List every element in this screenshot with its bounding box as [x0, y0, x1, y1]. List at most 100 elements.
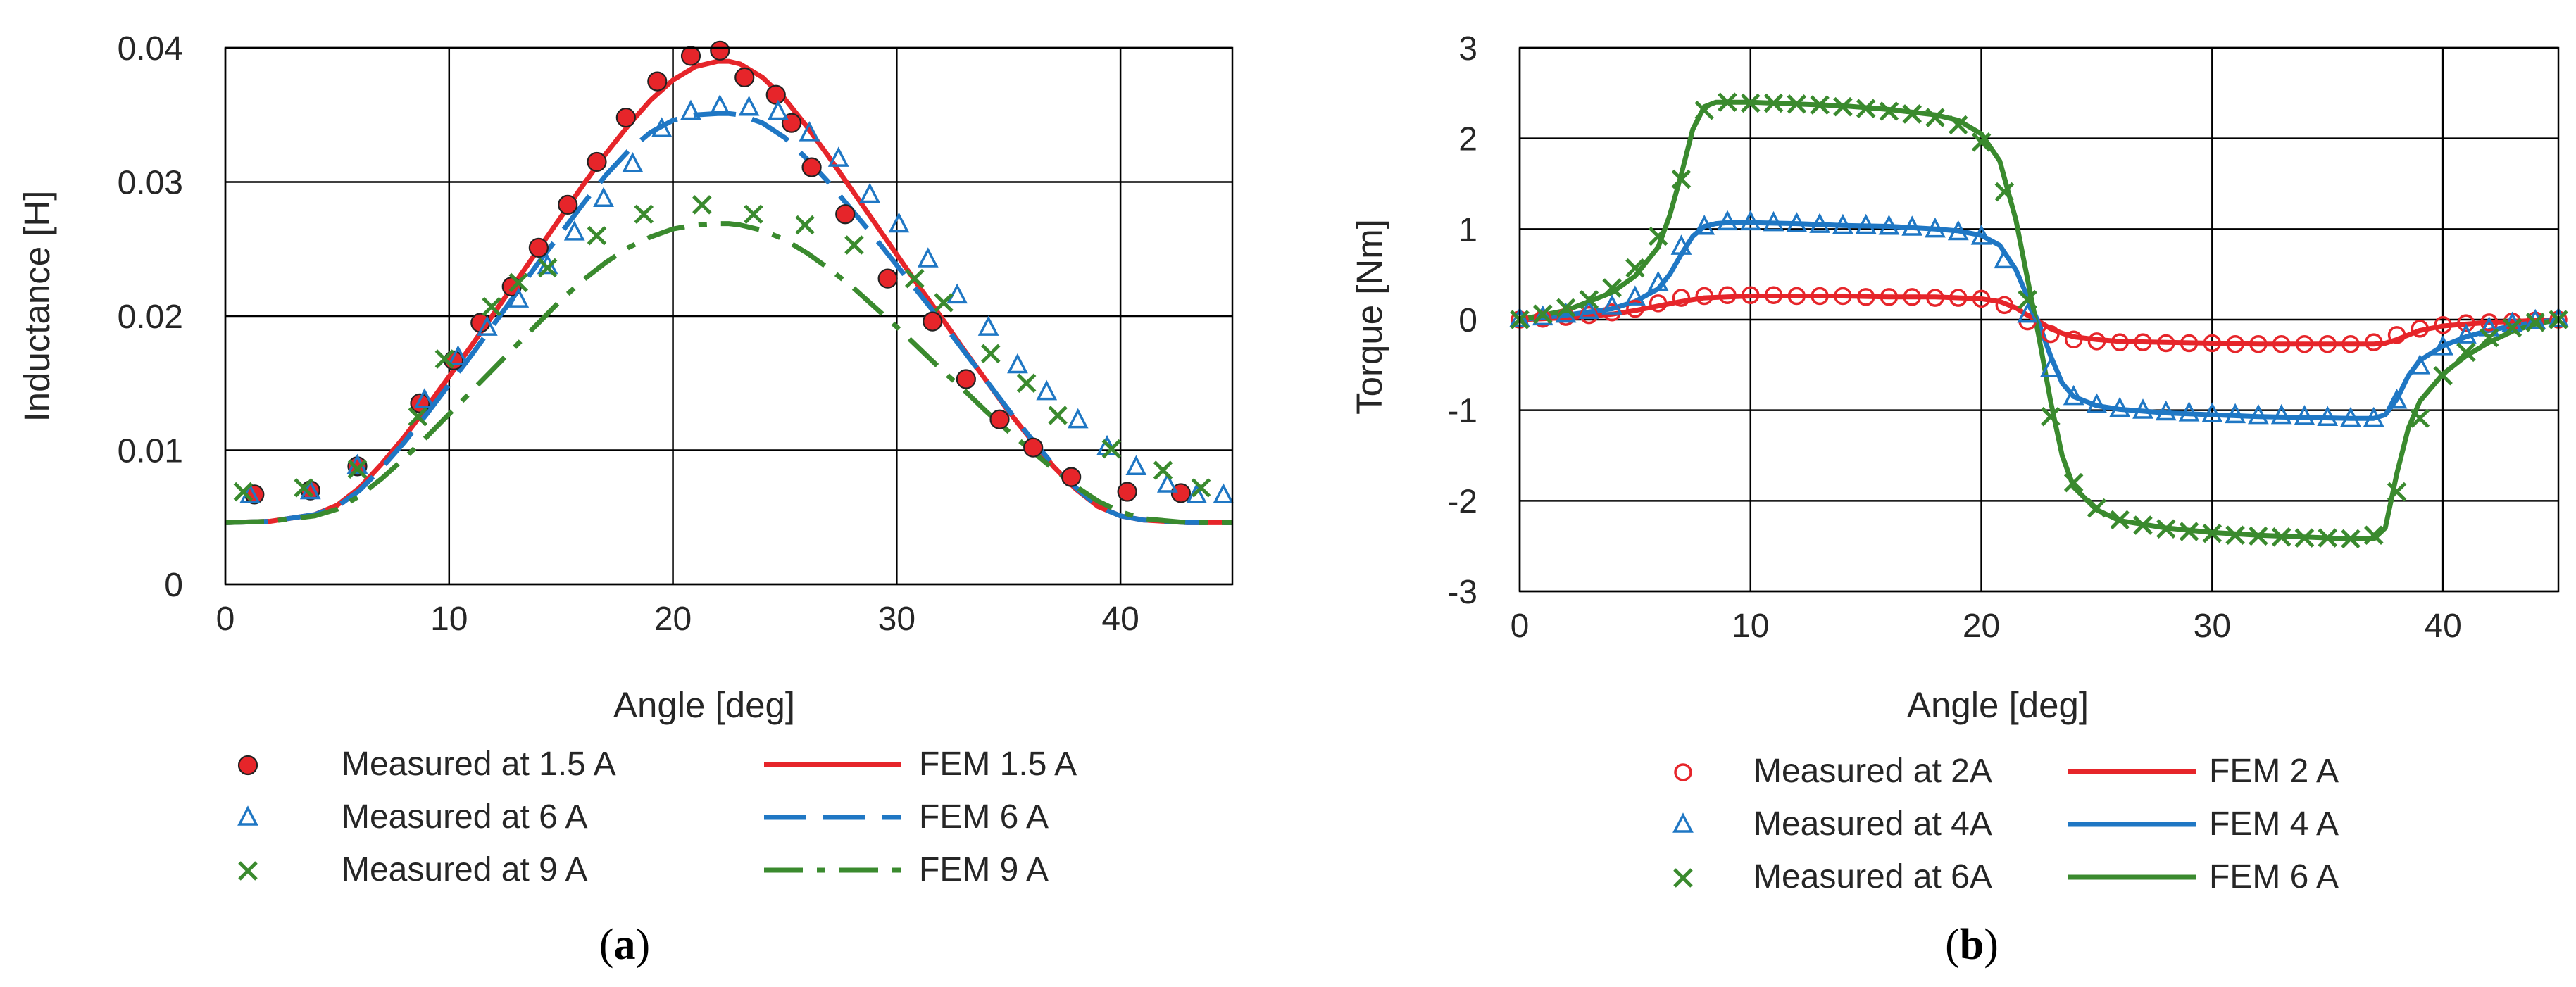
data-point [294, 478, 313, 498]
data-point [1718, 92, 1737, 112]
data-point [1717, 210, 1738, 231]
data-point [2132, 398, 2153, 419]
data-point [1786, 212, 1808, 232]
data-point [2525, 313, 2545, 332]
data-point [1879, 101, 1899, 121]
data-point [2202, 523, 2222, 543]
data-point [1925, 217, 1946, 238]
data-point [1626, 299, 1644, 318]
data-point [680, 46, 701, 66]
data-point [2270, 403, 2292, 425]
data-point [634, 204, 654, 224]
data-point [2155, 400, 2177, 421]
data-point [1902, 104, 1922, 124]
x-tick-label: 40 [2424, 608, 2461, 645]
data-point [2249, 526, 2268, 546]
data-point [2456, 342, 2476, 363]
data-point [1832, 213, 1853, 234]
data-point [2249, 334, 2268, 353]
data-point [934, 293, 954, 313]
data-point [1647, 270, 1669, 291]
data-point [1880, 288, 1899, 306]
data-point [844, 235, 864, 255]
data-point [2156, 519, 2176, 539]
data-point [1061, 467, 1082, 487]
legend-marker-measured-at-9-a [238, 861, 258, 881]
data-point [2386, 389, 2408, 409]
data-point [1903, 288, 1921, 306]
data-point [1625, 285, 1646, 306]
data-point [558, 194, 578, 215]
legend-label-fem-6-a: FEM 6 A [2209, 858, 2339, 895]
data-point [1739, 210, 1761, 231]
data-point [1067, 408, 1089, 429]
data-point [1833, 96, 1853, 117]
data-point [1117, 482, 1137, 502]
legend-label-fem-4-a: FEM 4 A [2209, 805, 2339, 843]
x-tick-label: 10 [430, 601, 468, 638]
legend-marker-measured-at-4a [1672, 812, 1694, 833]
legend-label-measured-at-6-a: Measured at 6 A [342, 798, 588, 836]
data-point [508, 287, 530, 308]
legend-label-measured-at-9-a: Measured at 9 A [342, 851, 588, 888]
y-tick-label: 0 [164, 567, 183, 604]
data-point [1649, 294, 1668, 313]
data-point [1787, 94, 1807, 114]
x-tick-label: 20 [1963, 608, 2000, 645]
data-point [2087, 498, 2107, 518]
panel-a-plot-frame [224, 46, 1234, 586]
y-tick-label: 0.01 [118, 433, 183, 470]
data-point [651, 117, 673, 137]
legend-marker-measured-at-2a [1674, 763, 1692, 781]
data-point [1672, 289, 1691, 307]
legend-label-measured-at-2a: Measured at 2A [1753, 753, 1992, 790]
data-point [1671, 169, 1692, 189]
panel-a-measured-markers [233, 40, 1234, 505]
data-point [692, 195, 712, 215]
data-point [1764, 286, 1783, 305]
data-point [1834, 287, 1852, 306]
data-point [1048, 406, 1068, 425]
x-tick-label: 20 [654, 601, 692, 638]
data-point [1763, 210, 1784, 232]
data-point [2225, 525, 2245, 545]
data-point [2111, 333, 2129, 351]
data-point [2340, 406, 2361, 427]
series-points-measured-at-9-a [233, 195, 1211, 502]
data-point [859, 182, 881, 203]
data-point [795, 215, 815, 235]
data-point [1972, 289, 1991, 308]
data-point [2040, 356, 2061, 377]
panel-a: 0 10 20 30 40 00.010.020.030.04 Angle [deg] … [17, 30, 1234, 969]
data-point [2364, 525, 2384, 545]
data-point [587, 151, 607, 172]
x-tick-label: 40 [1101, 601, 1139, 638]
data-point [2134, 333, 2152, 351]
data-point [1101, 439, 1122, 459]
data-point [408, 407, 428, 427]
data-point [1718, 286, 1737, 305]
data-point [2317, 406, 2339, 426]
data-point [989, 409, 1010, 429]
data-point [2433, 366, 2453, 386]
data-point [593, 187, 614, 208]
data-point [956, 369, 976, 389]
series-line-fem-4-a [1519, 220, 2559, 421]
panel-b-plot-frame [1518, 46, 2560, 593]
data-point [1856, 99, 1876, 118]
data-point [1970, 225, 1992, 245]
series-points-measured-at-6a [1510, 92, 2568, 549]
data-point [1533, 304, 1553, 325]
data-point [2409, 354, 2431, 375]
data-point [2410, 408, 2430, 429]
data-point [835, 204, 856, 225]
x-tick-label: 10 [1732, 608, 1769, 645]
data-point [1170, 483, 1192, 503]
panel-b-x-tick-labels: 0 10 20 30 40 [1511, 608, 2462, 645]
data-point [1947, 220, 1969, 241]
data-point [563, 220, 585, 241]
data-point [2341, 334, 2360, 353]
panel-b-legend: Measured at 2A Measured at 4A Measured at … [1672, 753, 2339, 895]
panel-b-x-axis-title: Angle [deg] [1907, 685, 2089, 725]
